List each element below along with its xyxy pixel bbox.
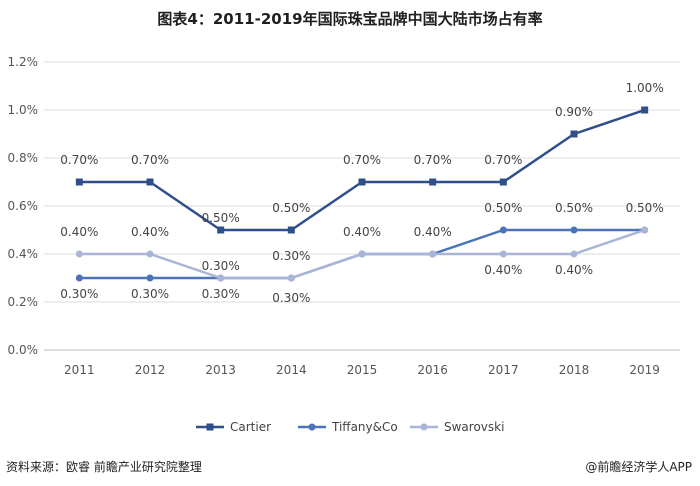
x-tick-label: 2011 [64, 363, 95, 377]
y-tick-label: 0.2% [8, 295, 39, 309]
data-label: 0.50% [555, 201, 593, 215]
data-point [146, 250, 154, 258]
y-tick-label: 0.8% [8, 151, 39, 165]
legend-marker [206, 423, 214, 431]
data-label: 0.40% [131, 225, 169, 239]
data-label: 0.50% [272, 201, 310, 215]
y-tick-label: 1.2% [8, 55, 39, 69]
data-label: 0.90% [555, 105, 593, 119]
data-label: 0.30% [60, 287, 98, 301]
data-point [75, 178, 83, 186]
data-label: 0.30% [202, 259, 240, 273]
data-label: 0.40% [414, 225, 452, 239]
data-point [287, 274, 295, 282]
data-label: 0.70% [343, 153, 381, 167]
data-point [570, 226, 578, 234]
data-label: 0.30% [272, 249, 310, 263]
data-label: 0.40% [60, 225, 98, 239]
data-label: 0.30% [131, 287, 169, 301]
x-tick-label: 2013 [205, 363, 236, 377]
x-tick-label: 2012 [135, 363, 166, 377]
data-point [287, 226, 295, 234]
data-label: 0.70% [131, 153, 169, 167]
data-label: 0.70% [484, 153, 522, 167]
data-label: 0.50% [202, 211, 240, 225]
y-tick-label: 0.0% [8, 343, 39, 357]
data-point [570, 130, 578, 138]
data-point [146, 274, 154, 282]
y-tick-label: 0.6% [8, 199, 39, 213]
data-point [146, 178, 154, 186]
x-tick-label: 2017 [488, 363, 519, 377]
x-tick-label: 2014 [276, 363, 307, 377]
x-tick-label: 2019 [629, 363, 660, 377]
data-label: 0.30% [202, 287, 240, 301]
data-point [499, 250, 507, 258]
data-point [641, 226, 649, 234]
data-point [429, 178, 437, 186]
data-label: 0.40% [555, 263, 593, 277]
data-point [358, 178, 366, 186]
legend-marker [420, 423, 428, 431]
legend-label: Swarovski [444, 420, 504, 434]
x-tick-label: 2016 [417, 363, 448, 377]
y-tick-label: 1.0% [8, 103, 39, 117]
data-point [429, 250, 437, 258]
data-label: 0.30% [272, 291, 310, 305]
data-label: 0.70% [60, 153, 98, 167]
x-tick-label: 2018 [559, 363, 590, 377]
data-point [358, 250, 366, 258]
data-label: 0.40% [484, 263, 522, 277]
data-point [499, 226, 507, 234]
data-point [217, 274, 225, 282]
data-label: 0.70% [414, 153, 452, 167]
legend-label: Cartier [230, 420, 271, 434]
data-point [75, 274, 83, 282]
data-point [499, 178, 507, 186]
brand-credit: @前瞻经济学人APP [585, 460, 692, 474]
data-point [641, 106, 649, 114]
data-label: 0.50% [626, 201, 664, 215]
data-point [75, 250, 83, 258]
legend-label: Tiffany&Co [331, 420, 398, 434]
data-label: 1.00% [626, 81, 664, 95]
x-tick-label: 2015 [347, 363, 378, 377]
chart-title: 图表4：2011-2019年国际珠宝品牌中国大陆市场占有率 [157, 10, 543, 28]
source-note: 资料来源：欧睿 前瞻产业研究院整理 [6, 460, 202, 474]
data-label: 0.50% [484, 201, 522, 215]
data-point [570, 250, 578, 258]
y-tick-label: 0.4% [8, 247, 39, 261]
legend-marker [308, 423, 316, 431]
data-point [217, 226, 225, 234]
data-label: 0.40% [343, 225, 381, 239]
